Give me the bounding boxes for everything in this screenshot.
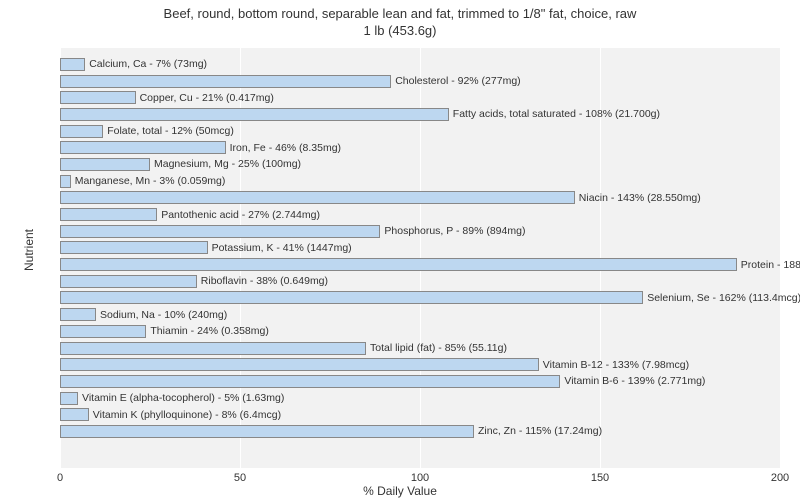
bar-row: Potassium, K - 41% (1447mg) — [60, 241, 780, 255]
bar-row: Manganese, Mn - 3% (0.059mg) — [60, 174, 780, 188]
bar-row: Protein - 188% (93.94g) — [60, 258, 780, 272]
nutrient-bar — [60, 175, 71, 188]
nutrient-chart: Beef, round, bottom round, separable lea… — [0, 0, 800, 500]
bar-row: Calcium, Ca - 7% (73mg) — [60, 57, 780, 71]
x-tick-label: 50 — [234, 472, 246, 484]
nutrient-bar — [60, 258, 737, 271]
bar-row: Vitamin B-6 - 139% (2.771mg) — [60, 374, 780, 388]
bar-label: Niacin - 143% (28.550mg) — [575, 192, 701, 204]
nutrient-bar — [60, 308, 96, 321]
y-axis-label: Nutrient — [22, 229, 36, 271]
nutrient-bar — [60, 275, 197, 288]
nutrient-bar — [60, 408, 89, 421]
bar-label: Vitamin B-6 - 139% (2.771mg) — [560, 375, 705, 387]
nutrient-bar — [60, 358, 539, 371]
bar-label: Zinc, Zn - 115% (17.24mg) — [474, 425, 602, 437]
bar-label: Magnesium, Mg - 25% (100mg) — [150, 158, 301, 170]
bar-label: Riboflavin - 38% (0.649mg) — [197, 275, 328, 287]
x-tick-label: 200 — [771, 472, 789, 484]
bar-label: Calcium, Ca - 7% (73mg) — [85, 58, 207, 70]
bar-label: Thiamin - 24% (0.358mg) — [146, 325, 268, 337]
nutrient-bar — [60, 291, 643, 304]
chart-title: Beef, round, bottom round, separable lea… — [0, 0, 800, 40]
bar-row: Zinc, Zn - 115% (17.24mg) — [60, 424, 780, 438]
chart-title-line1: Beef, round, bottom round, separable lea… — [0, 6, 800, 23]
bar-label: Cholesterol - 92% (277mg) — [391, 75, 520, 87]
bar-row: Magnesium, Mg - 25% (100mg) — [60, 157, 780, 171]
bar-row: Phosphorus, P - 89% (894mg) — [60, 224, 780, 238]
bar-row: Riboflavin - 38% (0.649mg) — [60, 274, 780, 288]
nutrient-bar — [60, 58, 85, 71]
bar-label: Manganese, Mn - 3% (0.059mg) — [71, 175, 226, 187]
x-axis-label: % Daily Value — [363, 484, 437, 498]
chart-title-line2: 1 lb (453.6g) — [0, 23, 800, 40]
nutrient-bar — [60, 75, 391, 88]
nutrient-bar — [60, 241, 208, 254]
bar-row: Sodium, Na - 10% (240mg) — [60, 308, 780, 322]
bar-label: Pantothenic acid - 27% (2.744mg) — [157, 209, 320, 221]
plot-area: Calcium, Ca - 7% (73mg) Cholesterol - 92%… — [60, 48, 780, 468]
bar-row: Cholesterol - 92% (277mg) — [60, 74, 780, 88]
x-tick-label: 150 — [591, 472, 609, 484]
nutrient-bar — [60, 425, 474, 438]
nutrient-bar — [60, 375, 560, 388]
bar-label: Potassium, K - 41% (1447mg) — [208, 242, 352, 254]
bar-label: Protein - 188% (93.94g) — [737, 259, 800, 271]
bar-row: Fatty acids, total saturated - 108% (21.… — [60, 107, 780, 121]
nutrient-bar — [60, 108, 449, 121]
bar-label: Fatty acids, total saturated - 108% (21.… — [449, 108, 660, 120]
bar-label: Vitamin B-12 - 133% (7.98mcg) — [539, 359, 689, 371]
x-tick-label: 0 — [57, 472, 63, 484]
nutrient-bar — [60, 191, 575, 204]
bars-group: Calcium, Ca - 7% (73mg) Cholesterol - 92%… — [60, 56, 780, 440]
nutrient-bar — [60, 158, 150, 171]
x-tick-label: 100 — [411, 472, 429, 484]
bar-row: Thiamin - 24% (0.358mg) — [60, 324, 780, 338]
nutrient-bar — [60, 141, 226, 154]
nutrient-bar — [60, 325, 146, 338]
bar-label: Vitamin E (alpha-tocopherol) - 5% (1.63m… — [78, 392, 284, 404]
nutrient-bar — [60, 225, 380, 238]
bar-row: Vitamin B-12 - 133% (7.98mcg) — [60, 358, 780, 372]
bar-label: Selenium, Se - 162% (113.4mcg) — [643, 292, 800, 304]
bar-row: Niacin - 143% (28.550mg) — [60, 191, 780, 205]
nutrient-bar — [60, 208, 157, 221]
bar-row: Folate, total - 12% (50mcg) — [60, 124, 780, 138]
bar-row: Selenium, Se - 162% (113.4mcg) — [60, 291, 780, 305]
bar-row: Iron, Fe - 46% (8.35mg) — [60, 141, 780, 155]
bar-row: Total lipid (fat) - 85% (55.11g) — [60, 341, 780, 355]
bar-row: Vitamin E (alpha-tocopherol) - 5% (1.63m… — [60, 391, 780, 405]
nutrient-bar — [60, 392, 78, 405]
bar-row: Pantothenic acid - 27% (2.744mg) — [60, 208, 780, 222]
bar-label: Phosphorus, P - 89% (894mg) — [380, 225, 525, 237]
nutrient-bar — [60, 125, 103, 138]
nutrient-bar — [60, 342, 366, 355]
bar-label: Copper, Cu - 21% (0.417mg) — [136, 92, 274, 104]
bar-label: Iron, Fe - 46% (8.35mg) — [226, 142, 341, 154]
bar-row: Copper, Cu - 21% (0.417mg) — [60, 91, 780, 105]
bar-label: Folate, total - 12% (50mcg) — [103, 125, 234, 137]
bar-label: Vitamin K (phylloquinone) - 8% (6.4mcg) — [89, 409, 281, 421]
bar-label: Total lipid (fat) - 85% (55.11g) — [366, 342, 507, 354]
bar-row: Vitamin K (phylloquinone) - 8% (6.4mcg) — [60, 408, 780, 422]
bar-label: Sodium, Na - 10% (240mg) — [96, 309, 227, 321]
nutrient-bar — [60, 91, 136, 104]
